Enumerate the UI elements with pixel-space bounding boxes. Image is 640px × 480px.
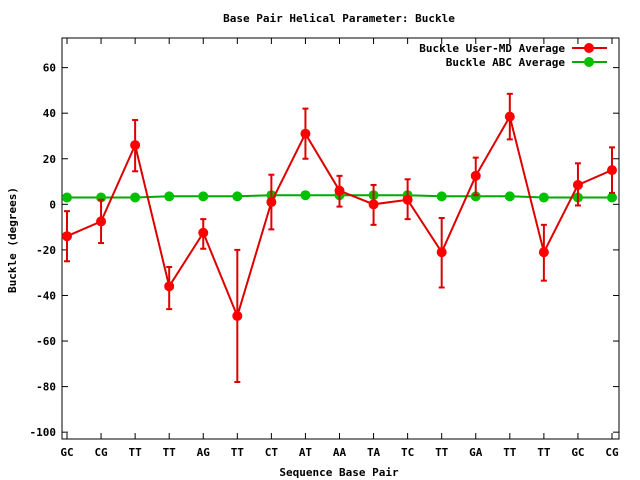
x-tick-label: GC xyxy=(571,446,584,459)
y-axis-label: Buckle (degrees) xyxy=(6,187,19,293)
data-point xyxy=(368,199,379,210)
x-tick-label: AA xyxy=(333,446,347,459)
data-point xyxy=(607,192,617,203)
data-point xyxy=(334,185,345,196)
data-point xyxy=(436,247,447,258)
y-tick-label: 20 xyxy=(43,153,56,166)
data-point xyxy=(130,140,141,151)
y-tick-label: 60 xyxy=(43,62,56,75)
data-point xyxy=(164,191,175,202)
data-point xyxy=(198,191,209,202)
x-tick-label: TT xyxy=(435,446,449,459)
data-point xyxy=(470,191,481,202)
data-point xyxy=(470,170,481,181)
x-tick-label: AG xyxy=(197,446,211,459)
legend-marks xyxy=(572,43,607,67)
data-point xyxy=(198,227,209,238)
data-point xyxy=(538,192,549,203)
x-tick-label: CG xyxy=(605,446,619,459)
x-tick-label: TT xyxy=(503,446,517,459)
x-tick-label: CT xyxy=(265,446,279,459)
x-axis-label: Sequence Base Pair xyxy=(279,466,399,479)
axis-ticks: -100 -80 -60 -40 -20 0 20 40 60 GC CG TT TT AG TT CT AT A… xyxy=(30,38,619,459)
data-point xyxy=(164,281,175,292)
data-point xyxy=(232,310,243,321)
x-tick-label: TT xyxy=(231,446,245,459)
data-point xyxy=(504,111,515,122)
y-tick-label: 0 xyxy=(49,198,56,211)
x-tick-label: AT xyxy=(299,446,313,459)
series-user-md xyxy=(62,92,617,384)
data-point xyxy=(62,192,72,203)
data-point xyxy=(266,197,277,208)
plot-frame xyxy=(61,37,620,440)
series-line xyxy=(66,113,613,320)
y-tick-label: -100 xyxy=(30,426,57,439)
data-point xyxy=(300,128,311,139)
legend-marker xyxy=(584,57,594,67)
x-tick-label: TT xyxy=(163,446,177,459)
legend-label-abc: Buckle ABC Average xyxy=(446,56,566,69)
x-tick-label: TT xyxy=(537,446,551,459)
data-point xyxy=(402,194,413,205)
x-tick-label: GC xyxy=(60,446,73,459)
data-point xyxy=(300,190,311,201)
y-tick-label: 40 xyxy=(43,107,56,120)
data-point xyxy=(62,231,72,242)
y-tick-label: -80 xyxy=(36,381,56,394)
x-tick-label: CG xyxy=(94,446,108,459)
plot-area: -100 -80 -60 -40 -20 0 20 40 60 GC CG TT TT AG TT CT AT A… xyxy=(30,37,620,459)
legend-marker xyxy=(584,43,594,53)
data-point xyxy=(538,247,549,258)
data-point xyxy=(607,165,617,176)
x-tick-label: TT xyxy=(129,446,143,459)
chart-title: Base Pair Helical Parameter: Buckle xyxy=(223,12,455,25)
data-point xyxy=(572,179,583,190)
x-tick-label: GA xyxy=(469,446,483,459)
data-point xyxy=(436,191,447,202)
x-tick-label: TC xyxy=(401,446,414,459)
data-point xyxy=(504,191,515,202)
x-tick-label: TA xyxy=(367,446,381,459)
y-tick-label: -40 xyxy=(36,289,56,302)
legend-label-user-md: Buckle User-MD Average xyxy=(419,42,565,55)
y-tick-label: -60 xyxy=(36,335,56,348)
series-layer xyxy=(62,92,617,384)
data-point xyxy=(130,192,141,203)
legend: Buckle User-MD Average Buckle ABC Averag… xyxy=(419,42,607,69)
data-point xyxy=(96,216,107,227)
y-tick-label: -20 xyxy=(36,244,56,257)
data-point xyxy=(232,191,243,202)
